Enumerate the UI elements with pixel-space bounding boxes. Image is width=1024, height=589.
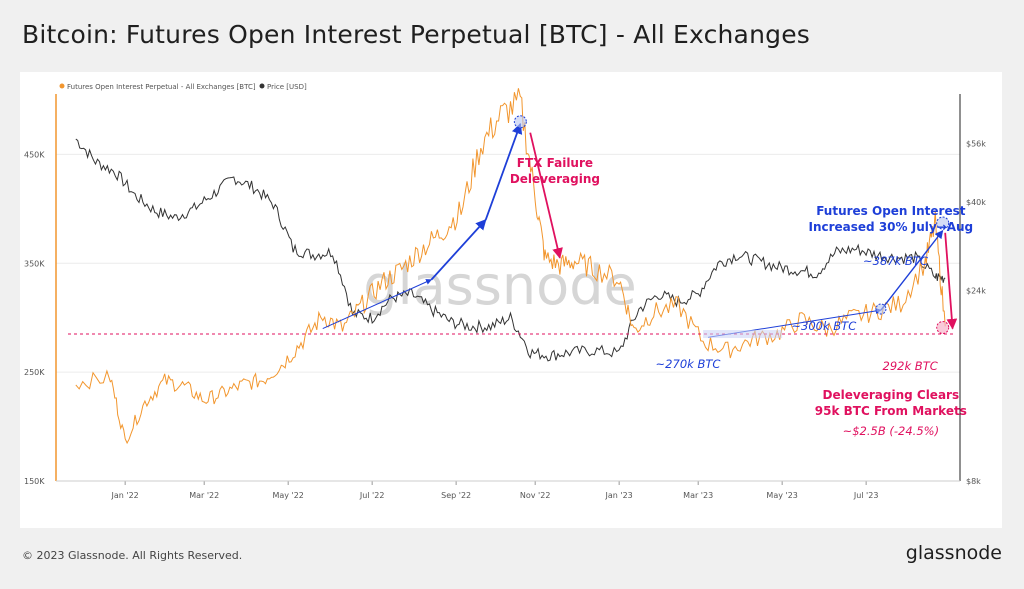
annotation-fut-title: Futures Open Interest [816, 204, 966, 218]
x-tick-label: Nov '22 [520, 491, 551, 500]
legend-swatch [59, 83, 65, 89]
x-tick-label: Jan '22 [111, 491, 139, 500]
deleverage-arrow-ftx [529, 132, 563, 259]
chart-svg: glassnode 450K350K250K150K$56k$40k$24k$8… [24, 83, 986, 500]
chart-panel: glassnode 450K 350K 250K 150K $56k $40k $24k $8… [20, 72, 1002, 528]
x-tick-label: Jan '23 [605, 491, 633, 500]
x-tick-label: Jul '22 [359, 491, 385, 500]
annotation-l387: ~387k BTC [863, 254, 928, 268]
y-left-tick-label: 250K [24, 368, 45, 377]
legend-label: Price [USD] [267, 83, 307, 91]
jul-highlight-dot [875, 303, 887, 315]
annotation-labels-group: FTX Failure Deleveraging Futures Open Inte… [510, 156, 973, 438]
legend-swatch [259, 83, 265, 89]
deleverage-arrow-aug [944, 232, 958, 330]
annotation-ftx-title: Deleveraging [510, 172, 600, 186]
grid [56, 153, 960, 373]
price-series-group [75, 138, 946, 362]
y-left-tick-label: 350K [24, 259, 45, 268]
y-right-tick-label: $24k [966, 287, 986, 296]
trend-arrow-2 [430, 218, 487, 281]
annotation-arrows-group [322, 115, 958, 339]
x-tick-label: May '23 [766, 491, 797, 500]
annotation-dlv-title: Deleveraging Clears [823, 388, 960, 402]
open-interest-series-group [75, 88, 946, 445]
y-left-tick-label: 450K [24, 150, 45, 159]
y-right-tick-label: $56k [966, 140, 986, 149]
x-tick-label: Sep '22 [441, 491, 471, 500]
x-tick-label: Mar '23 [683, 491, 713, 500]
copyright-text: © 2023 Glassnode. All Rights Reserved. [22, 549, 243, 562]
x-tick-label: Jul '23 [853, 491, 879, 500]
page-title: Bitcoin: Futures Open Interest Perpetual… [22, 20, 810, 49]
range-highlight-band [703, 330, 783, 339]
annotation-ftx-title: FTX Failure [517, 156, 593, 170]
trend-arrow-1 [322, 279, 432, 330]
annotation-fut-title: Increased 30% July→Aug [809, 220, 974, 234]
annotation-l270: ~270k BTC [656, 357, 721, 371]
x-tick-label: May '22 [272, 491, 303, 500]
y-right-tick-label: $8k [966, 477, 981, 486]
axes-group: 450K 350K 250K 150K $56k $40k $24k $8k Jan '22 Ma… [24, 94, 986, 500]
trend-arrow-3 [484, 122, 523, 221]
post-deleverage-dot [936, 321, 950, 335]
y-left-tick-label: 150K [24, 477, 45, 486]
legend: Futures Open Interest Perpetual - All Ex… [59, 83, 307, 91]
x-tick-label: Mar '22 [189, 491, 219, 500]
annotation-l300: ~300k BTC [791, 319, 856, 333]
price-series-line [75, 138, 946, 362]
trend-arrow-5 [880, 229, 944, 311]
annotation-dlv-sub: ~$2.5B (-24.5%) [843, 424, 939, 438]
brand-logo: glassnode [905, 542, 1002, 564]
annotation-l292: 292k BTC [883, 359, 938, 373]
peak-highlight-dot [513, 115, 527, 129]
y-right-tick-label: $40k [966, 198, 986, 207]
aug-peak-highlight-dot [936, 216, 950, 230]
annotation-dlv-title: 95k BTC From Markets [815, 404, 967, 418]
open-interest-series-line [75, 88, 946, 445]
legend-label: Futures Open Interest Perpetual - All Ex… [67, 83, 256, 91]
